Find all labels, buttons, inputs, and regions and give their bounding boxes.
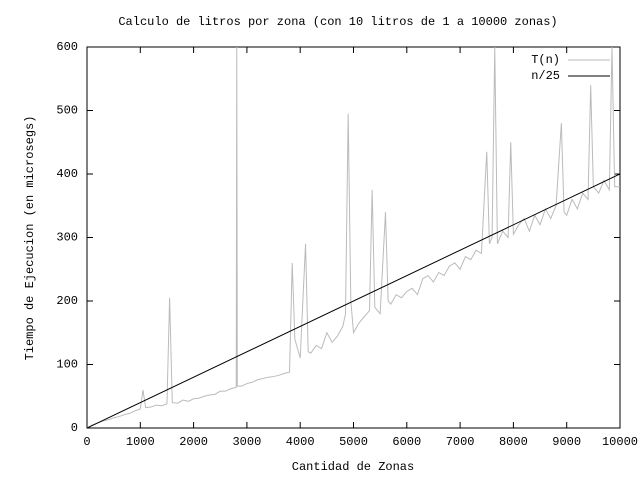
y-tick-label: 200 bbox=[56, 294, 78, 308]
series-line bbox=[87, 47, 620, 428]
y-tick-label: 500 bbox=[56, 104, 78, 118]
x-tick-label: 7000 bbox=[446, 435, 475, 449]
series-line bbox=[87, 173, 620, 428]
x-tick-label: 0 bbox=[83, 435, 90, 449]
y-tick-label: 400 bbox=[56, 167, 78, 181]
x-axis-label: Cantidad de Zonas bbox=[292, 460, 414, 474]
x-tick-label: 10000 bbox=[602, 435, 638, 449]
x-tick-label: 2000 bbox=[179, 435, 208, 449]
x-tick-label: 8000 bbox=[499, 435, 528, 449]
x-tick-label: 1000 bbox=[126, 435, 155, 449]
x-tick-label: 9000 bbox=[552, 435, 581, 449]
x-tick-label: 3000 bbox=[232, 435, 261, 449]
plot-border bbox=[86, 46, 621, 429]
chart-title: Calculo de litros por zona (con 10 litro… bbox=[118, 15, 557, 29]
y-tick-label: 0 bbox=[71, 421, 78, 435]
legend-label: T(n) bbox=[531, 53, 560, 67]
x-tick-label: 4000 bbox=[286, 435, 315, 449]
legend-label: n/25 bbox=[531, 69, 560, 83]
x-tick-label: 6000 bbox=[392, 435, 421, 449]
x-tick-label: 5000 bbox=[339, 435, 368, 449]
y-tick-label: 600 bbox=[56, 40, 78, 54]
y-axis-label: Tiempo de Ejecucion (en microsegs) bbox=[23, 116, 37, 361]
y-tick-label: 300 bbox=[56, 231, 78, 245]
y-tick-label: 100 bbox=[56, 358, 78, 372]
